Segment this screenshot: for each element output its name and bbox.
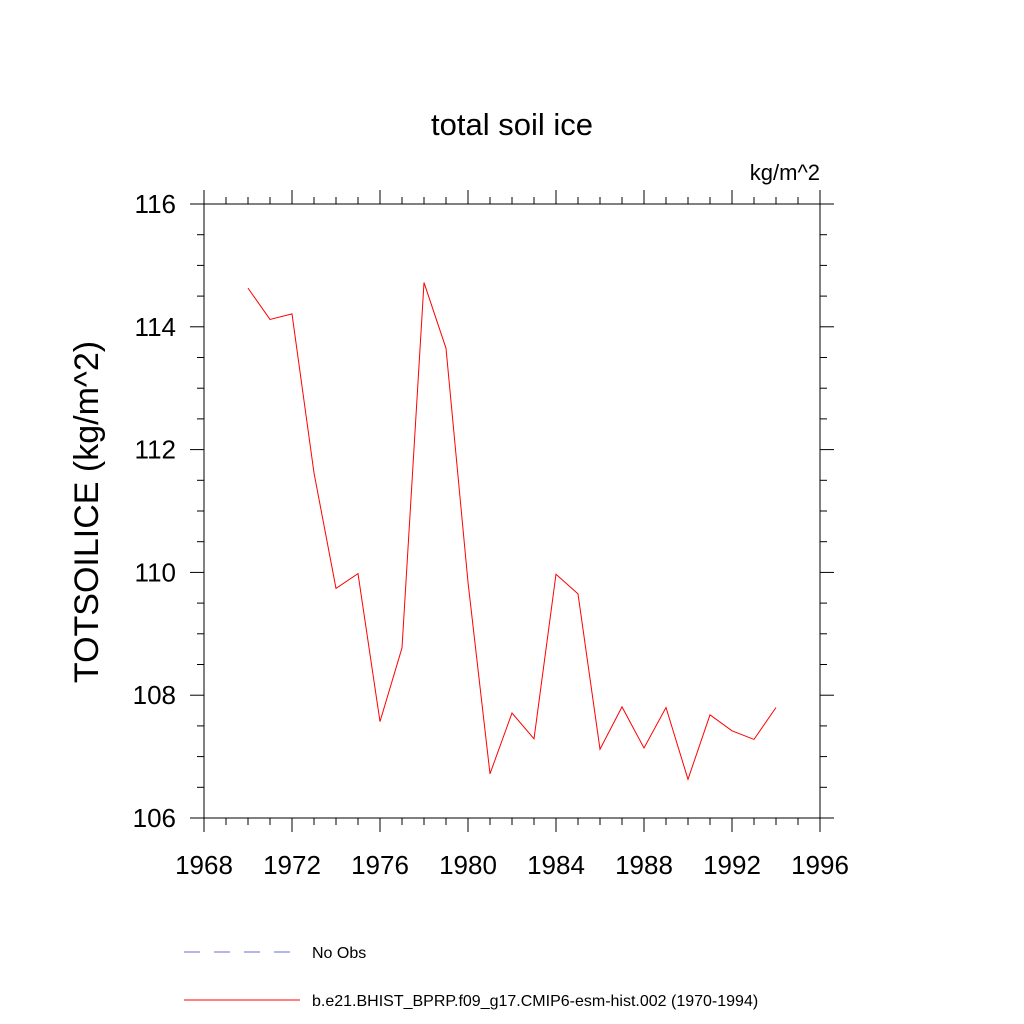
x-tick-label: 1996 [791, 850, 849, 880]
legend-label-2: b.e21.BHIST_BPRP.f09_g17.CMIP6-esm-hist.… [312, 993, 758, 1010]
y-tick-label: 108 [133, 680, 176, 710]
x-tick-label: 1972 [263, 850, 321, 880]
chart-title: total soil ice [431, 107, 593, 142]
units-label: kg/m^2 [750, 160, 820, 185]
plot-frame [203, 203, 821, 819]
x-tick-label: 1968 [175, 850, 233, 880]
x-tick-label: 1988 [615, 850, 673, 880]
y-tick-label: 114 [135, 312, 176, 342]
x-tick-label: 1984 [527, 850, 585, 880]
x-tick-label: 1992 [703, 850, 761, 880]
plot-border [203, 203, 821, 819]
series-line [247, 282, 777, 781]
legend: No Obs b.e21.BHIST_BPRP.f09_g17.CMIP6-esm… [184, 945, 758, 1010]
x-tick-label: 1976 [351, 850, 409, 880]
y-axis: 106 108 110 112 114 116 [133, 189, 834, 833]
x-axis: 1968 1972 1976 1980 1984 1988 1992 1996 [175, 190, 849, 880]
y-tick-label: 112 [135, 435, 176, 465]
series-layer [247, 282, 777, 781]
y-tick-label: 106 [133, 803, 176, 833]
y-axis-label: TOTSOILICE (kg/m^2) [68, 341, 106, 683]
y-tick-label: 110 [135, 557, 176, 587]
legend-label-1: No Obs [312, 945, 366, 962]
y-tick-label: 116 [135, 189, 176, 219]
x-tick-label: 1980 [439, 850, 497, 880]
